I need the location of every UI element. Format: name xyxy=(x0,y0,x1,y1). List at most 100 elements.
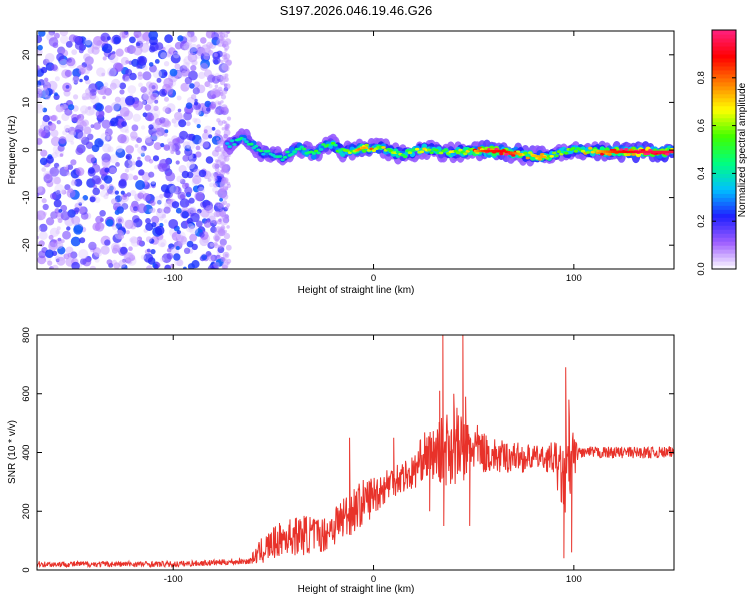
noise-speckle xyxy=(125,145,134,154)
noise-speckle xyxy=(86,154,96,164)
noise-speckle xyxy=(216,118,221,123)
noise-speckle xyxy=(126,173,134,181)
noise-speckle xyxy=(204,81,211,88)
track-peak xyxy=(625,150,628,154)
noise-speckle xyxy=(78,249,89,260)
track-cell xyxy=(364,143,369,147)
noise-speckle xyxy=(118,179,127,189)
track-peak xyxy=(608,150,612,153)
noise-speckle xyxy=(101,46,107,52)
noise-speckle xyxy=(82,195,89,201)
colorbar-cell xyxy=(712,241,736,246)
noise-speckle xyxy=(189,163,198,173)
noise-speckle xyxy=(115,48,124,57)
noise-speckle xyxy=(139,150,146,156)
noise-speckle xyxy=(194,118,201,125)
noise-speckle xyxy=(42,114,50,123)
track-cell xyxy=(229,139,235,143)
noise-speckle xyxy=(148,208,153,213)
noise-speckle xyxy=(45,155,54,164)
noise-speckle xyxy=(149,46,156,53)
noise-speckle xyxy=(179,65,188,74)
noise-speckle xyxy=(197,184,205,192)
noise-speckle xyxy=(203,53,210,61)
noise-speckle xyxy=(78,48,84,54)
snr-y-tick-label: 0 xyxy=(21,567,32,572)
noise-speckle xyxy=(75,36,83,44)
noise-speckle xyxy=(151,132,156,137)
noise-speckle xyxy=(134,144,139,148)
noise-speckle xyxy=(130,135,136,141)
colorbar-cell xyxy=(712,173,736,178)
noise-speckle xyxy=(112,225,118,231)
noise-speckle xyxy=(177,35,184,42)
noise-speckle xyxy=(81,92,90,101)
noise-speckle xyxy=(195,151,202,158)
noise-speckle xyxy=(190,65,197,72)
noise-speckle xyxy=(101,153,111,163)
noise-speckle xyxy=(144,104,152,111)
snr-x-ticks: -100 0 100 xyxy=(164,335,582,585)
noise-speckle xyxy=(113,262,121,269)
noise-speckle xyxy=(104,82,109,87)
track-peak xyxy=(647,150,650,154)
noise-speckle xyxy=(216,137,220,141)
noise-speckle xyxy=(140,86,147,93)
noise-speckle xyxy=(146,248,151,253)
colorbar-cell xyxy=(712,49,736,55)
noise-speckle xyxy=(42,203,49,211)
noise-speckle xyxy=(117,134,127,144)
noise-speckle xyxy=(205,31,215,39)
noise-speckle xyxy=(224,253,229,257)
noise-speckle xyxy=(70,180,77,186)
noise-speckle xyxy=(168,47,176,55)
track-peak xyxy=(618,150,621,154)
noise-speckle xyxy=(100,132,110,142)
noise-speckle xyxy=(142,193,151,202)
noise-speckle xyxy=(174,63,181,70)
noise-speckle xyxy=(181,170,190,179)
noise-speckle xyxy=(221,127,225,131)
noise-speckle xyxy=(84,55,95,66)
noise-speckle xyxy=(164,86,174,95)
noise-speckle xyxy=(202,47,212,57)
noise-speckle xyxy=(54,92,58,97)
track-cell xyxy=(665,152,670,156)
noise-speckle xyxy=(125,112,129,117)
noise-speckle xyxy=(145,137,154,147)
noise-speckle xyxy=(132,113,141,122)
noise-speckle xyxy=(114,229,125,240)
noise-speckle xyxy=(93,36,103,46)
noise-speckle xyxy=(187,52,198,63)
track-peak xyxy=(495,150,499,153)
track-cell xyxy=(427,148,432,152)
noise-speckle xyxy=(167,141,174,147)
noise-speckle xyxy=(54,32,60,39)
noise-speckle xyxy=(109,54,119,64)
noise-speckle xyxy=(129,36,136,44)
noise-speckle xyxy=(137,74,143,80)
colorbar-cell xyxy=(712,145,736,151)
noise-speckle xyxy=(50,211,58,219)
noise-speckle xyxy=(127,85,137,94)
colorbar-cell xyxy=(712,213,736,218)
noise-speckle xyxy=(53,199,62,208)
noise-speckle xyxy=(156,127,161,132)
noise-speckle xyxy=(41,198,47,204)
track-peak xyxy=(541,155,544,159)
noise-speckle xyxy=(185,32,191,39)
track-peak xyxy=(497,150,501,153)
noise-speckle xyxy=(210,254,218,262)
noise-speckle xyxy=(208,134,213,139)
track-cell xyxy=(266,149,271,153)
colorbar-cell xyxy=(712,93,736,99)
noise-speckle xyxy=(66,226,71,231)
noise-speckle xyxy=(48,31,56,36)
track-peak xyxy=(517,152,520,155)
noise-speckle xyxy=(121,242,127,248)
noise-speckle xyxy=(83,67,91,75)
noise-speckle xyxy=(206,107,211,112)
noise-speckle xyxy=(195,220,203,228)
noise-speckle xyxy=(65,85,70,89)
